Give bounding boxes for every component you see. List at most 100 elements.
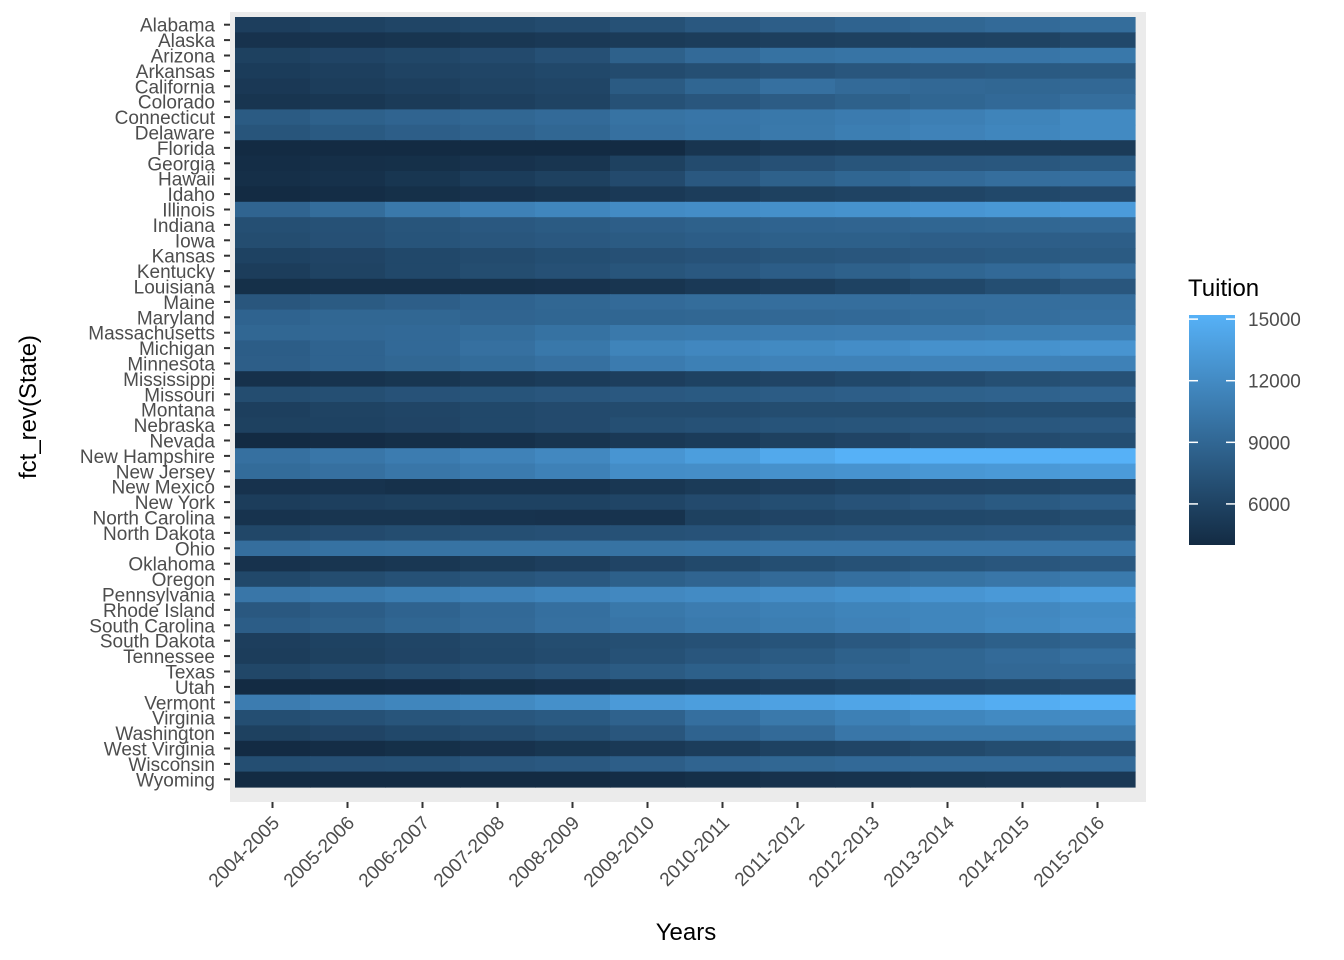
heatmap-cell <box>985 309 1061 326</box>
y-tick-label: Kentucky <box>137 262 216 283</box>
heatmap-cell <box>235 248 311 264</box>
y-tick-label: Oklahoma <box>128 555 215 576</box>
heatmap-cell <box>535 109 611 126</box>
heatmap-cells <box>235 17 1136 788</box>
heatmap-cell <box>460 663 536 680</box>
heatmap-cell <box>610 663 686 680</box>
heatmap-cell <box>835 417 911 434</box>
heatmap-cell <box>310 309 386 326</box>
heatmap-cell <box>760 140 836 157</box>
heatmap-cell <box>985 540 1061 557</box>
heatmap-cell <box>1060 586 1136 603</box>
y-tick-label: Arkansas <box>136 62 215 83</box>
heatmap-cell <box>535 633 611 649</box>
heatmap-cell <box>610 186 686 203</box>
heatmap-cell <box>610 232 686 249</box>
heatmap-cell <box>1060 186 1136 203</box>
heatmap-cell <box>910 417 986 434</box>
heatmap-cell <box>235 402 311 418</box>
heatmap-cell <box>760 155 836 172</box>
heatmap-cell <box>460 263 536 280</box>
heatmap-cell <box>385 402 461 418</box>
x-tick-label: 2005-2006 <box>280 813 359 892</box>
heatmap-cell <box>460 171 536 187</box>
heatmap-cell <box>535 355 611 372</box>
heatmap-cell <box>610 448 686 465</box>
heatmap-cell <box>985 586 1061 603</box>
heatmap-cell <box>610 586 686 603</box>
heatmap-cell <box>235 756 311 773</box>
y-tick-label: Maine <box>163 293 215 314</box>
heatmap-cell <box>310 371 386 388</box>
heatmap-cell <box>985 694 1061 711</box>
heatmap-cell <box>910 633 986 649</box>
heatmap-cell <box>1060 679 1136 696</box>
heatmap-cell <box>385 725 461 742</box>
heatmap-cell <box>535 78 611 95</box>
heatmap-cell <box>610 633 686 649</box>
heatmap-cell <box>760 340 836 357</box>
heatmap-cell <box>685 278 761 295</box>
heatmap-cell <box>985 571 1061 588</box>
heatmap-cell <box>385 633 461 649</box>
heatmap-cell <box>985 602 1061 619</box>
heatmap-cell <box>910 355 986 372</box>
heatmap-cell <box>1060 32 1136 49</box>
heatmap-cell <box>1060 325 1136 341</box>
heatmap-cell <box>835 771 911 788</box>
heatmap-cell <box>1060 509 1136 526</box>
heatmap-cell <box>910 463 986 480</box>
heatmap-cell <box>985 509 1061 526</box>
heatmap-cell <box>835 648 911 665</box>
heatmap-cell <box>760 617 836 634</box>
heatmap-cell <box>610 17 686 33</box>
heatmap-cell <box>310 248 386 264</box>
heatmap-cell <box>310 740 386 757</box>
heatmap-cell <box>685 432 761 449</box>
heatmap-cell <box>760 494 836 511</box>
heatmap-cell <box>835 278 911 295</box>
y-tick-label: California <box>135 77 216 98</box>
heatmap-cell <box>910 432 986 449</box>
heatmap-cell <box>1060 725 1136 742</box>
heatmap-cell <box>835 325 911 341</box>
heatmap-cell <box>685 448 761 465</box>
heatmap-cell <box>760 186 836 203</box>
legend-colorbar <box>1189 315 1235 545</box>
heatmap-cell <box>835 263 911 280</box>
heatmap-cell <box>385 47 461 64</box>
heatmap-cell <box>760 94 836 110</box>
heatmap-cell <box>760 432 836 449</box>
x-axis-title: Years <box>656 919 717 946</box>
heatmap-cell <box>1060 355 1136 372</box>
heatmap-cell <box>610 494 686 511</box>
heatmap-cell <box>235 432 311 449</box>
heatmap-cell <box>385 325 461 341</box>
heatmap-cell <box>685 556 761 572</box>
heatmap-cell <box>685 309 761 326</box>
heatmap-cell <box>310 756 386 773</box>
heatmap-cell <box>1060 155 1136 172</box>
heatmap-cell <box>310 432 386 449</box>
heatmap-cell <box>535 278 611 295</box>
heatmap-cell <box>910 47 986 64</box>
legend-tick-label: 9000 <box>1248 433 1290 454</box>
heatmap-cell <box>985 94 1061 110</box>
heatmap-cell <box>910 694 986 711</box>
heatmap-cell <box>610 617 686 634</box>
y-tick-label: Illinois <box>162 201 215 222</box>
heatmap-cell <box>460 294 536 311</box>
heatmap-cell <box>610 602 686 619</box>
heatmap-cell <box>610 648 686 665</box>
heatmap-cell <box>685 386 761 403</box>
heatmap-cell <box>985 710 1061 726</box>
heatmap-cell <box>685 417 761 434</box>
heatmap-cell <box>460 248 536 264</box>
heatmap-cell <box>385 278 461 295</box>
heatmap-cell <box>760 525 836 542</box>
heatmap-cell <box>835 633 911 649</box>
heatmap-cell <box>985 186 1061 203</box>
heatmap-cell <box>535 571 611 588</box>
heatmap-cell <box>235 571 311 588</box>
heatmap-cell <box>310 109 386 126</box>
